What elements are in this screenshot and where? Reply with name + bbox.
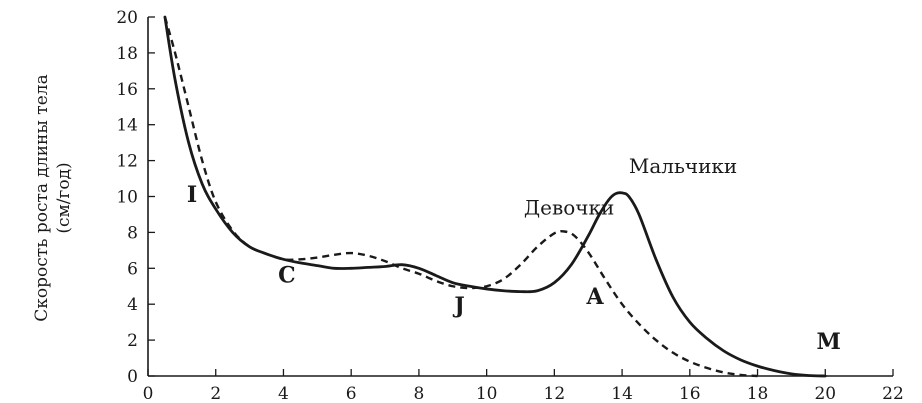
axes: 0 2 4 6 8 10 12 14 16 18 20 22 0 2 4 6 8 10 12 14 16 18 20 — [116, 8, 903, 403]
x-tick-label: 14 — [611, 384, 633, 403]
labels-layer: Мальчики Девочки I C J A M — [187, 154, 841, 355]
x-tick-label: 4 — [278, 384, 289, 403]
y-tick-label: 2 — [127, 331, 138, 351]
y-tick-label: 14 — [116, 116, 138, 136]
y-tick-label: 18 — [116, 44, 138, 64]
series-label: Мальчики — [629, 154, 737, 178]
phase-label: M — [816, 329, 840, 355]
x-tick-label: 8 — [413, 384, 424, 403]
phase-label: A — [585, 284, 604, 310]
y-axis-title-line2: (см/год) — [54, 162, 74, 233]
y-tick-label: 4 — [127, 295, 138, 315]
y-tick-label: 10 — [116, 188, 138, 208]
x-tick-label: 16 — [679, 384, 701, 403]
y-tick-label: 8 — [127, 223, 138, 243]
phase-label: C — [278, 263, 296, 289]
x-tick-label: 12 — [544, 384, 566, 403]
y-axis-title: Скорость роста длины тела (см/год) — [32, 74, 74, 321]
y-tick-label: 0 — [127, 367, 138, 387]
y-tick-label: 12 — [116, 152, 138, 172]
series-line-boys — [163, 15, 827, 378]
y-tick-label: 20 — [116, 8, 138, 28]
y-tick-label: 6 — [127, 259, 138, 279]
x-tick-label: 0 — [143, 384, 154, 403]
series-label: Девочки — [524, 195, 614, 219]
series-layer — [163, 15, 827, 378]
y-tick-label: 16 — [116, 80, 138, 100]
x-tick-label: 6 — [346, 384, 357, 403]
phase-label: J — [452, 293, 464, 319]
x-tick-label: 20 — [814, 384, 836, 403]
x-tick-label: 18 — [747, 384, 769, 403]
series-line-girls — [163, 16, 758, 378]
x-tick-label: 22 — [882, 384, 904, 403]
x-tick-label: 10 — [476, 384, 498, 403]
y-axis-title-line1: Скорость роста длины тела — [32, 74, 52, 321]
x-tick-label: 2 — [210, 384, 221, 403]
phase-label: I — [187, 182, 197, 208]
